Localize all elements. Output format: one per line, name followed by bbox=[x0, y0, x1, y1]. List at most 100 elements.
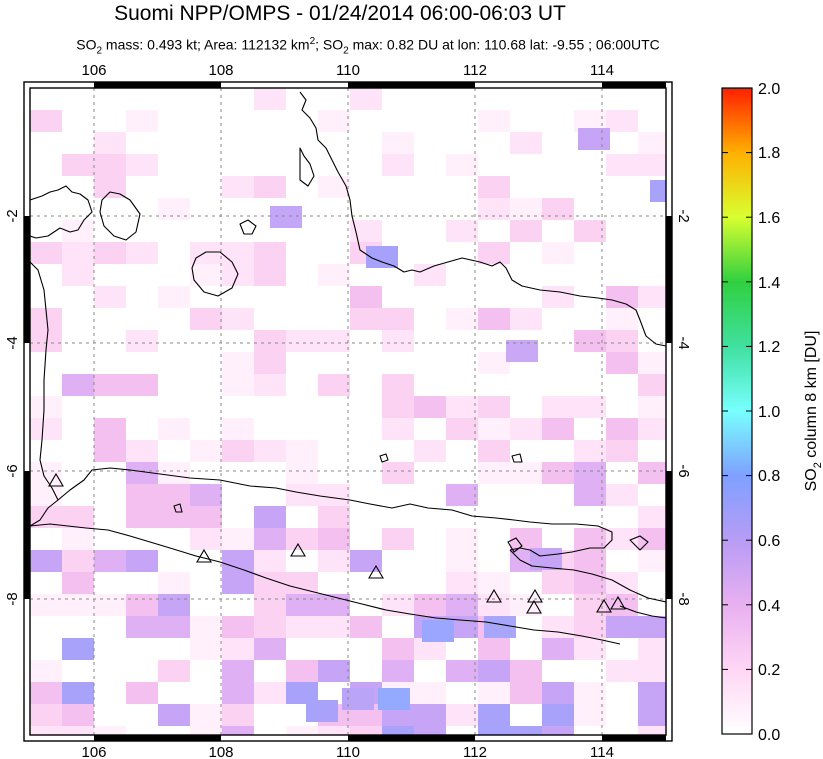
colorbar-tick: 1.0 bbox=[758, 404, 780, 421]
so2-cell bbox=[606, 616, 638, 638]
lon-tick: 106 bbox=[81, 62, 106, 79]
so2-cell bbox=[478, 176, 510, 198]
so2-cell bbox=[158, 286, 190, 308]
so2-cell bbox=[30, 704, 62, 726]
so2-cell bbox=[638, 352, 666, 374]
lat-tick: -2 bbox=[675, 209, 692, 222]
so2-cell bbox=[542, 572, 574, 594]
so2-cell bbox=[158, 506, 190, 528]
so2-cell bbox=[638, 638, 666, 660]
so2-cell bbox=[510, 132, 542, 154]
so2-cell bbox=[222, 374, 254, 396]
lon-tick: 106 bbox=[81, 744, 106, 759]
so2-cell bbox=[574, 616, 606, 638]
lon-tick: 110 bbox=[336, 744, 360, 759]
so2-cell bbox=[254, 264, 286, 286]
so2-cell bbox=[478, 638, 510, 660]
so2-cell bbox=[62, 242, 94, 264]
so2-cell bbox=[254, 242, 286, 264]
so2-cell bbox=[254, 528, 286, 550]
so2-cell bbox=[382, 462, 414, 484]
so2-cell bbox=[94, 286, 126, 308]
colorbar: 2.0 1.8 1.6 1.4 1.2 1.0 0.8 0.6 0.4 0.2 … bbox=[721, 81, 823, 744]
so2-cell bbox=[350, 550, 382, 572]
so2-cell bbox=[414, 264, 446, 286]
colorbar-tick: 0.8 bbox=[758, 468, 780, 485]
so2-cell bbox=[638, 704, 666, 726]
so2-cell bbox=[222, 704, 254, 726]
so2-cell bbox=[446, 154, 478, 176]
so2-cell bbox=[222, 440, 254, 462]
so2-cell bbox=[478, 660, 510, 682]
so2-cell bbox=[530, 548, 562, 570]
so2-cell bbox=[254, 594, 286, 616]
so2-cell bbox=[510, 198, 542, 220]
so2-cell bbox=[478, 704, 510, 726]
so2-cell bbox=[478, 308, 510, 330]
so2-cell bbox=[222, 572, 254, 594]
so2-cell bbox=[318, 264, 350, 286]
lat-tick: -6 bbox=[4, 464, 21, 477]
map-subtitle: SO2 mass: 0.493 kt; Area: 112132 km2; SO… bbox=[76, 36, 660, 57]
lat-tick: -4 bbox=[4, 336, 21, 349]
volcano-marker bbox=[196, 548, 212, 563]
so2-cell bbox=[574, 462, 606, 484]
so2-cell bbox=[382, 132, 414, 154]
so2-cell bbox=[190, 264, 222, 286]
so2-cell bbox=[318, 484, 350, 506]
lon-tick: 112 bbox=[463, 744, 487, 759]
so2-cell bbox=[638, 506, 666, 528]
so2-cell bbox=[422, 620, 454, 642]
so2-cell bbox=[382, 660, 414, 682]
lon-tick: 108 bbox=[208, 62, 233, 79]
so2-cell bbox=[350, 286, 382, 308]
so2-cell bbox=[286, 462, 318, 484]
lon-tick: 108 bbox=[208, 744, 233, 759]
so2-cell bbox=[638, 682, 666, 704]
so2-cell bbox=[446, 550, 478, 572]
so2-cell bbox=[382, 374, 414, 396]
so2-cell bbox=[382, 308, 414, 330]
so2-cell bbox=[574, 440, 606, 462]
so2-cell bbox=[478, 110, 510, 132]
so2-cell bbox=[446, 572, 478, 594]
so2-cell bbox=[126, 484, 158, 506]
lon-tick: 110 bbox=[336, 62, 360, 79]
so2-cell bbox=[446, 308, 478, 330]
so2-cell bbox=[574, 682, 606, 704]
so2-cell bbox=[62, 682, 94, 704]
so2-cell bbox=[126, 550, 158, 572]
so2-cell bbox=[478, 462, 510, 484]
so2-cell bbox=[606, 154, 638, 176]
so2-cell bbox=[414, 682, 446, 704]
so2-cell bbox=[446, 396, 478, 418]
so2-cell bbox=[606, 418, 638, 440]
so2-cell bbox=[382, 154, 414, 176]
so2-cell bbox=[606, 528, 638, 550]
so2-cell bbox=[606, 440, 638, 462]
colorbar-tick: 0.4 bbox=[758, 598, 780, 615]
so2-cell bbox=[30, 484, 62, 506]
so2-cell bbox=[94, 594, 126, 616]
so2-cell bbox=[94, 242, 126, 264]
so2-cell bbox=[286, 330, 318, 352]
so2-cell bbox=[62, 704, 94, 726]
so2-cell bbox=[190, 506, 222, 528]
so2-cell bbox=[190, 638, 222, 660]
so2-cell bbox=[30, 242, 62, 264]
so2-cell bbox=[30, 726, 62, 735]
so2-cell bbox=[126, 440, 158, 462]
so2-cell bbox=[606, 594, 638, 616]
so2-cell bbox=[254, 330, 286, 352]
so2-cell bbox=[542, 198, 574, 220]
so2-cell bbox=[542, 704, 574, 726]
so2-cell bbox=[478, 572, 510, 594]
so2-cell bbox=[62, 528, 94, 550]
map-title: Suomi NPP/OMPS - 01/24/2014 06:00-06:03 … bbox=[114, 2, 566, 25]
so2-cell bbox=[638, 374, 666, 396]
so2-cell bbox=[318, 176, 350, 198]
so2-cell bbox=[446, 528, 478, 550]
so2-cell bbox=[286, 660, 318, 682]
coastlines bbox=[30, 91, 666, 645]
so2-cell bbox=[542, 242, 574, 264]
